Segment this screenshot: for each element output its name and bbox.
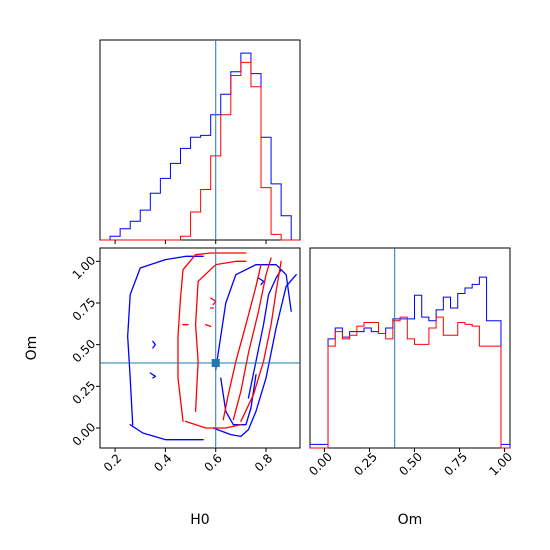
contour-blue-1 bbox=[129, 424, 204, 441]
contour-red-3 bbox=[232, 257, 272, 421]
h0-histogram-panel bbox=[99, 39, 301, 244]
truth-marker bbox=[211, 359, 220, 367]
contour-red-0 bbox=[177, 252, 247, 422]
contour-blue-8 bbox=[257, 277, 265, 286]
x-axis-label-h0: H0 bbox=[190, 512, 209, 528]
om-histogram-panel: Om 0.00 0.25 0.50 0.75 1.00 bbox=[306, 247, 515, 528]
contour-blue-5 bbox=[247, 269, 282, 399]
h0-histogram-frame bbox=[99, 39, 301, 241]
y-axis-label-om: Om bbox=[24, 336, 40, 361]
contour-red-6 bbox=[205, 324, 212, 327]
x-axis-label-om: Om bbox=[398, 512, 423, 528]
om-histogram-series-blue bbox=[309, 276, 511, 448]
contour-blue-0 bbox=[127, 255, 204, 426]
h0-histogram-series-blue bbox=[100, 52, 300, 241]
contour-blue-2 bbox=[212, 274, 297, 437]
contour-red-1 bbox=[194, 260, 247, 412]
contour-blue-7 bbox=[149, 372, 156, 379]
om-histogram-frame bbox=[309, 247, 511, 449]
om-histogram-series-red bbox=[310, 316, 510, 449]
contour-red-2 bbox=[222, 264, 262, 421]
joint-contour-frame bbox=[99, 247, 301, 449]
contour-red-4 bbox=[240, 260, 282, 422]
contour-blue-3 bbox=[215, 264, 292, 371]
contour-blue-6 bbox=[152, 340, 156, 349]
